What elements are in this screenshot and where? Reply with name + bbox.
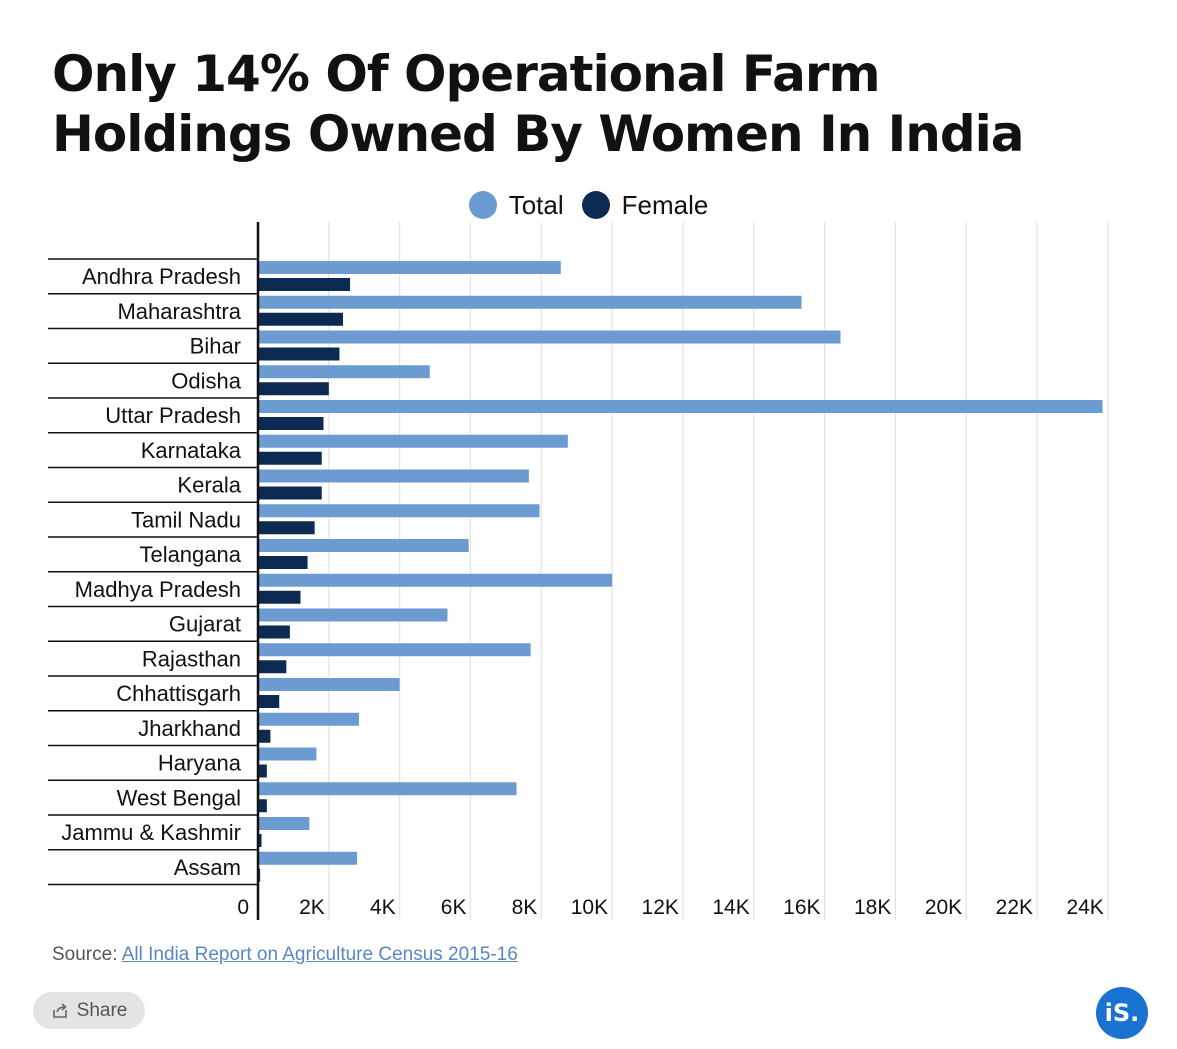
x-tick-label: 2K (299, 896, 325, 919)
legend-swatch-female (581, 191, 610, 219)
category-label: Rajasthan (142, 646, 241, 671)
bar-total (258, 400, 1103, 413)
share-button[interactable]: Share (33, 992, 145, 1029)
bar-total (258, 643, 531, 657)
bar-total (258, 469, 529, 483)
x-tick-label: 0 (237, 896, 249, 919)
source-link[interactable]: All India Report on Agriculture Census 2… (121, 944, 518, 965)
bar-female (258, 799, 267, 813)
bar-total (258, 295, 802, 309)
category-label: Tamil Nadu (131, 507, 241, 532)
bar-female (258, 590, 301, 604)
bar-female (258, 417, 324, 430)
bar-female (258, 347, 340, 361)
source-prefix: Source: (52, 944, 122, 965)
category-label: Haryana (158, 751, 242, 776)
bar-total (258, 678, 400, 691)
x-tick-label: 12K (642, 896, 679, 919)
bar-female (258, 382, 329, 396)
bar-total (258, 261, 561, 274)
x-tick-label: 4K (370, 896, 396, 919)
bar-female (258, 486, 322, 500)
bar-female (258, 625, 290, 639)
x-tick-label: 24K (1066, 896, 1103, 919)
bar-total (258, 539, 469, 552)
legend-item-total[interactable]: Total (468, 189, 564, 221)
bar-total (258, 365, 430, 379)
bar-female (258, 764, 267, 778)
x-tick-label: 20K (925, 896, 962, 919)
category-label: Karnataka (141, 438, 242, 463)
brand-logo: iS. (1096, 987, 1148, 1039)
x-tick-label: 16K (783, 896, 820, 919)
bar-total (258, 504, 540, 518)
share-label: Share (76, 999, 128, 1021)
bar-total (258, 851, 358, 865)
legend-swatch-total (468, 191, 497, 219)
category-label: Telangana (139, 542, 241, 567)
category-label: Chhattisgarh (116, 681, 241, 706)
legend: Total Female (0, 188, 1177, 222)
bar-female (258, 521, 315, 535)
legend-label-total: Total (508, 189, 564, 220)
x-tick-label: 14K (712, 896, 749, 919)
bar-total (258, 712, 359, 726)
category-label: West Bengal (117, 785, 241, 810)
category-label: Jammu & Kashmir (61, 820, 241, 845)
bar-total (258, 747, 317, 761)
bar-female (258, 451, 322, 465)
chart-title: Only 14% Of Operational Farm Holdings Ow… (52, 45, 1025, 163)
category-label: Madhya Pradesh (75, 577, 241, 602)
bar-total (258, 330, 841, 344)
category-label: Kerala (177, 473, 241, 498)
category-label: Assam (174, 855, 241, 880)
category-label: Uttar Pradesh (105, 403, 241, 428)
x-tick-label: 18K (854, 896, 891, 919)
bar-total (258, 782, 517, 796)
bar-total (258, 608, 448, 622)
category-label: Bihar (190, 334, 241, 359)
bar-female (258, 556, 308, 569)
category-label: Maharashtra (117, 299, 241, 324)
x-tick-label: 10K (571, 896, 608, 919)
legend-item-female[interactable]: Female (581, 189, 709, 221)
share-icon (52, 1002, 67, 1018)
bar-female (258, 660, 287, 674)
x-tick-label: 22K (996, 896, 1033, 919)
x-tick-label: 8K (512, 896, 538, 919)
bar-female (258, 729, 271, 743)
category-label: Andhra Pradesh (82, 264, 241, 289)
bar-female (258, 695, 280, 708)
bar-total (258, 573, 613, 587)
category-label: Gujarat (169, 612, 241, 637)
bar-chart: Andhra Pradesh Maharashtra Bihar Odisha Utta… (48, 222, 1109, 920)
category-label: Odisha (171, 368, 241, 393)
bar-total (258, 817, 310, 830)
bar-female (258, 312, 343, 326)
category-label: Jharkhand (138, 716, 241, 741)
x-tick-label: 6K (441, 896, 467, 919)
bar-total (258, 434, 568, 448)
bar-female (258, 278, 351, 291)
source-note: Source: All India Report on Agriculture … (52, 944, 518, 966)
legend-label-female: Female (621, 189, 709, 220)
bar-female (258, 834, 262, 847)
